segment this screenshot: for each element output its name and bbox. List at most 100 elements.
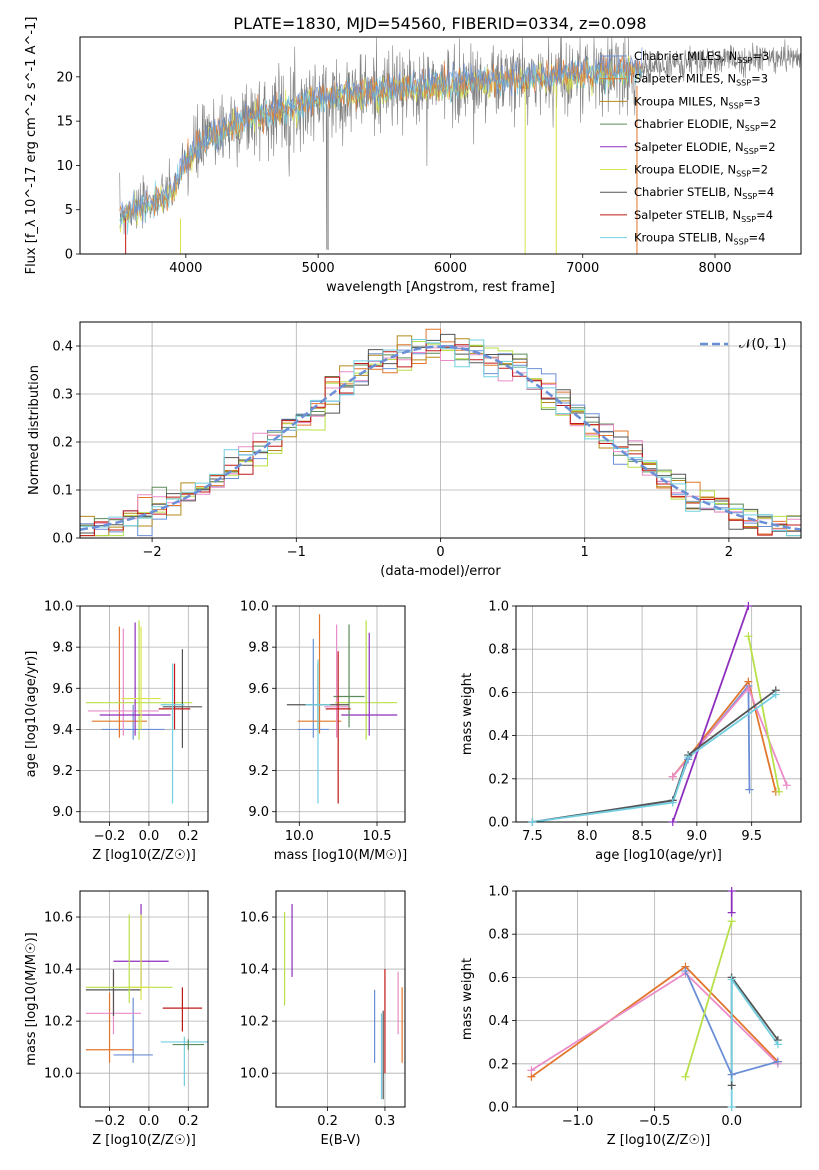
age-vs-Z-xlabel: Z [log10(Z/Z☉)]: [92, 848, 196, 863]
weight-point-marker: [684, 753, 693, 762]
age-vs-mass-ytick-label: 9.6: [248, 682, 269, 697]
weight-point-marker: [773, 1057, 782, 1066]
mass-vs-Z-ytick-label: 10.2: [44, 1015, 73, 1030]
legend-label-rest: =3: [752, 49, 769, 63]
mass-vs-Z-xtick-label: 0.2: [178, 1114, 199, 1129]
weight-point-marker: [681, 966, 690, 975]
normal-curve: [80, 345, 801, 531]
age-vs-Z-ytick-label: 10.0: [44, 600, 73, 615]
weight-vs-age-ytick-label: 0.8: [488, 643, 509, 658]
weight-point-marker: [727, 1081, 736, 1090]
legend-label-sub: SSP: [742, 192, 757, 201]
mass-vs-EBV-frame: [275, 890, 406, 1108]
weight-vs-age-xtick-label: 8.0: [577, 829, 598, 844]
mass-vs-EBV-plot-area: [276, 891, 405, 1107]
age-vs-Z-ytick-label: 9.0: [52, 805, 73, 820]
legend-label-text: Kroupa MILES, N: [634, 94, 729, 108]
mass-vs-Z-frame: [79, 890, 209, 1108]
spectrum-model-line: [119, 47, 643, 228]
weight-series-line: [532, 693, 777, 822]
mass-vs-Z-xlabel: Z [log10(Z/Z☉)]: [92, 1133, 196, 1148]
mass-vs-EBV-ytick-label: 10.0: [240, 1067, 269, 1082]
legend-label: Chabrier MILES, NSSP=3: [634, 49, 769, 65]
legend-label-rest: =2: [760, 117, 777, 131]
legend-label-rest: =3: [751, 72, 768, 86]
age-vs-Z-xtick-label: 0.2: [178, 829, 199, 844]
weight-vs-age-xtick-label: 7.5: [522, 829, 543, 844]
spectrum-ytick-label: 5: [65, 203, 73, 218]
weight-vs-age-ylabel: mass weight: [460, 673, 475, 755]
legend-label-text: Kroupa STELIB, N: [634, 231, 734, 245]
weight-vs-age-ytick-label: 0.2: [488, 772, 509, 787]
weight-series-line: [671, 606, 750, 822]
spectrum-xtick-label: 8000: [698, 261, 731, 276]
weight-vs-age-xtick-label: 9.5: [741, 829, 762, 844]
mass-vs-EBV-ytick-label: 10.6: [240, 911, 269, 926]
weight-point-marker: [668, 772, 677, 781]
residuals-frame: [79, 321, 802, 539]
age-vs-mass-ytick-label: 9.4: [248, 723, 269, 738]
age-vs-mass-ytick-label: 10.0: [240, 600, 269, 615]
spectrum-xtick-label: 7000: [566, 261, 599, 276]
weight-vs-age-ytick-label: 0.0: [488, 816, 509, 831]
spectrum-frame: [79, 36, 802, 255]
mass-vs-Z-axes: −0.2 0.0 0.2 10.0 10.2 10.4 10.6 Z [log10(Z/Z☉)…: [24, 890, 209, 1148]
weight-point-marker: [744, 632, 753, 641]
weight-vs-age-plot-area: [516, 606, 801, 822]
legend-label-rest: =2: [751, 163, 768, 177]
weight-vs-Z-ytick-label: 0.0: [488, 1101, 509, 1116]
weight-point-marker: [745, 785, 754, 794]
weight-series-line: [532, 689, 777, 822]
age-vs-mass-ytick-label: 9.2: [248, 764, 269, 779]
weight-series-line: [747, 636, 780, 792]
mass-vs-Z-ytick-label: 10.6: [44, 911, 73, 926]
mass-vs-EBV-ytick-label: 10.2: [240, 1015, 269, 1030]
age-vs-mass-frame: [275, 605, 406, 823]
weight-vs-age-xtick-label: 9.0: [687, 829, 708, 844]
weight-point-marker: [744, 602, 753, 610]
legend-label-rest: =4: [756, 208, 773, 222]
age-vs-mass-plot-area: [276, 606, 405, 822]
legend-label-sub: SSP: [736, 170, 751, 179]
weight-vs-age-frame: [515, 605, 802, 823]
weight-point-marker: [727, 975, 736, 984]
mass-vs-EBV-axes: 0.2 0.3 10.0 10.2 10.4 10.6 E(B-V): [240, 890, 406, 1148]
age-vs-mass-xlabel: mass [log10(M/M☉)]: [274, 848, 407, 863]
spectrum-xtick-label: 4000: [169, 261, 202, 276]
mass-vs-Z-xtick-label: 0.0: [139, 1114, 160, 1129]
legend-label-sub: SSP: [729, 101, 744, 110]
weight-point-marker: [727, 1103, 736, 1111]
residuals-xtick-label: 1: [581, 545, 589, 560]
weight-point-marker: [668, 798, 677, 807]
legend-label-sub: SSP: [737, 56, 752, 65]
weight-vs-Z-ytick-label: 0.4: [488, 1014, 509, 1029]
residual-histogram: [80, 346, 801, 537]
age-vs-Z-plot-area: [80, 606, 208, 822]
residuals-ytick-label: 0.4: [52, 340, 73, 355]
spectrum-xtick-label: 5000: [302, 261, 335, 276]
weight-vs-Z-axes: −1.0 −0.5 0.0 0.0 0.2 0.4 0.6 0.8 1.0 Z [log10(Z/…: [460, 885, 802, 1148]
spectrum-axes: 4000 5000 6000 7000 8000 0 5 10 15 20 wavelength […: [24, 17, 802, 295]
age-vs-Z-ylabel: age [log10(age/yr)]: [24, 651, 39, 778]
legend-label-text: Salpeter STELIB, N: [634, 208, 741, 222]
spectrum-plot-area: [119, 37, 801, 254]
weight-point-marker: [727, 917, 736, 926]
mass-vs-Z-plot-area: [80, 891, 208, 1107]
mass-vs-EBV-ytick-label: 10.4: [240, 963, 269, 978]
weight-point-marker: [775, 787, 784, 796]
weight-vs-age-xlabel: age [log10(age/yr)]: [595, 848, 722, 863]
legend-label: Salpeter MILES, NSSP=3: [634, 72, 768, 88]
legend-label-rest: =2: [759, 140, 776, 154]
legend-label-rest: =4: [757, 185, 774, 199]
mass-vs-Z-ytick-label: 10.0: [44, 1067, 73, 1082]
weight-point-marker: [771, 690, 780, 699]
residuals-ytick-label: 0.1: [52, 484, 73, 499]
spectrum-ytick-label: 15: [56, 115, 73, 130]
legend-label-sub: SSP: [734, 238, 749, 247]
weight-series-line: [730, 974, 779, 1086]
age-vs-mass-ytick-label: 9.8: [248, 641, 269, 656]
weight-series-line: [532, 683, 751, 822]
legend-label-rest: =3: [744, 94, 761, 108]
weight-point-marker: [528, 818, 537, 826]
